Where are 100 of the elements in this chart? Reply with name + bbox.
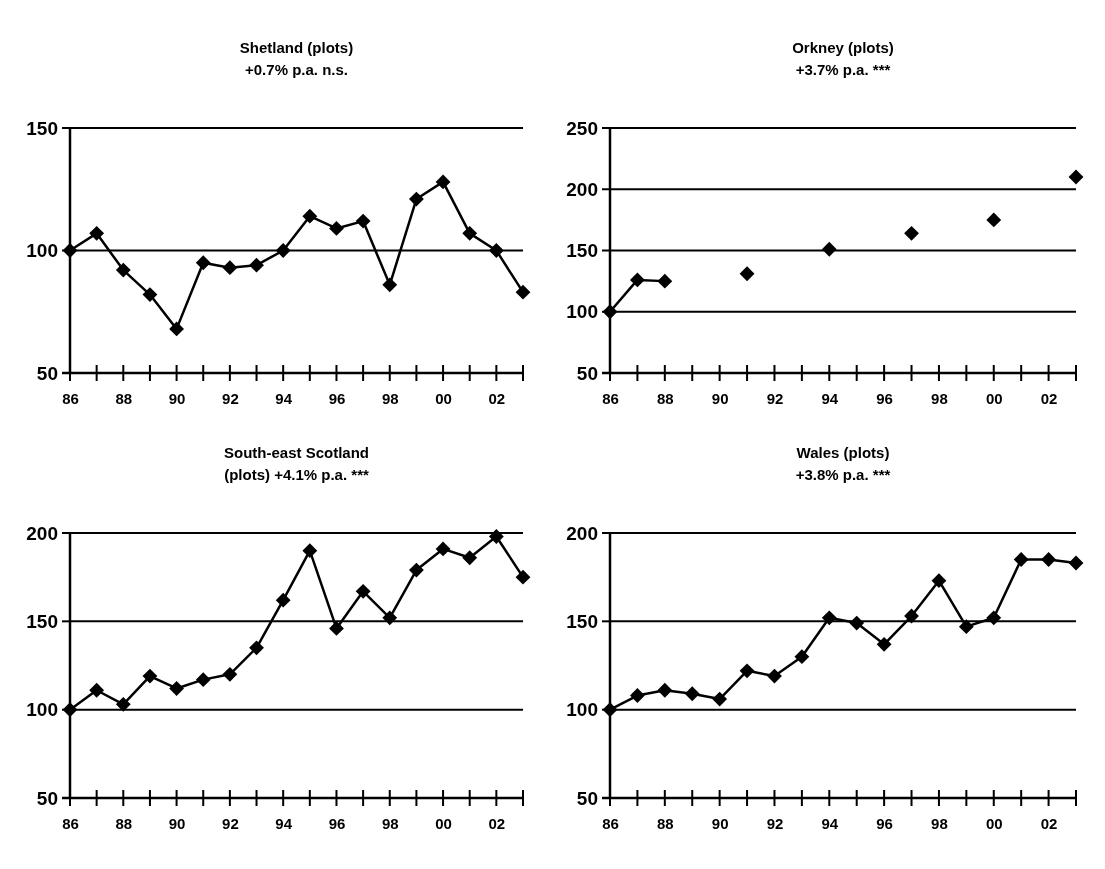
point: [488, 529, 504, 544]
point: [821, 241, 837, 257]
point: [1041, 552, 1056, 567]
x-tick-label: 90: [711, 814, 729, 832]
point: [657, 273, 673, 289]
y-tick-label: 50: [576, 787, 598, 809]
point: [712, 691, 728, 707]
x-tick-label: 98: [931, 389, 948, 407]
point: [657, 682, 673, 698]
x-tick-label: 98: [381, 814, 399, 832]
y-tick-label: 150: [26, 610, 58, 632]
point: [515, 284, 531, 300]
y-tick-label: 50: [36, 787, 58, 809]
y-tick-label: 200: [26, 522, 58, 544]
point: [249, 257, 264, 273]
point: [115, 696, 131, 712]
x-tick-label: 02: [1040, 389, 1058, 407]
point: [169, 321, 184, 337]
y-tick-label: 100: [26, 240, 58, 262]
point: [794, 649, 810, 665]
chart-subtitle: +3.7% p.a. ***: [795, 61, 891, 78]
point: [115, 262, 131, 278]
x-tick-label: 00: [435, 389, 452, 407]
x-tick-label: 92: [766, 389, 784, 407]
point: [382, 610, 398, 626]
y-tick-label: 100: [26, 699, 58, 721]
point: [767, 668, 782, 684]
point: [1068, 555, 1084, 571]
point: [435, 174, 451, 190]
x-tick-label: 00: [985, 389, 1003, 407]
point: [195, 255, 211, 271]
point: [222, 666, 238, 682]
x-tick-label: 86: [602, 389, 619, 407]
point: [89, 225, 105, 241]
x-tick-label: 98: [931, 814, 948, 832]
x-tick-label: 96: [876, 389, 893, 407]
y-tick-label: 150: [26, 117, 58, 139]
point: [435, 541, 451, 557]
point: [739, 663, 755, 679]
y-tick-label: 150: [566, 610, 598, 632]
point: [409, 191, 424, 207]
point: [630, 272, 645, 288]
x-tick-label: 94: [275, 389, 293, 407]
point: [169, 681, 184, 696]
x-tick-label: 88: [115, 814, 133, 832]
point: [904, 225, 919, 241]
chart-subtitle: (plots) +4.1% p.a. ***: [224, 466, 369, 483]
x-tick-label: 90: [711, 389, 729, 407]
point: [222, 260, 238, 276]
chart-title: South-east Scotland: [223, 444, 370, 461]
point: [382, 277, 398, 293]
x-tick-label: 88: [656, 814, 674, 832]
y-tick-label: 50: [576, 362, 598, 384]
x-tick-label: 96: [328, 389, 346, 407]
x-tick-label: 90: [168, 814, 186, 832]
x-tick-label: 92: [766, 814, 784, 832]
x-tick-label: 92: [222, 389, 239, 407]
point: [739, 266, 755, 282]
point: [462, 550, 478, 566]
point: [142, 287, 158, 303]
point: [302, 208, 318, 224]
point: [684, 686, 700, 702]
y-tick-label: 200: [566, 522, 598, 544]
x-tick-label: 86: [62, 389, 79, 407]
point: [876, 636, 892, 652]
point: [462, 225, 478, 241]
chart-subtitle: +3.8% p.a. ***: [795, 466, 891, 483]
chart-title: Shetland (plots): [239, 39, 354, 56]
chart-title: Orkney (plots): [792, 39, 894, 56]
x-tick-label: 86: [602, 814, 619, 832]
x-tick-label: 92: [222, 814, 239, 832]
point: [931, 573, 947, 589]
x-tick-label: 96: [876, 814, 893, 832]
point: [986, 610, 1002, 626]
x-tick-label: 00: [985, 814, 1003, 832]
point: [302, 543, 318, 559]
point: [355, 213, 371, 229]
x-tick-label: 94: [821, 389, 839, 407]
point: [275, 243, 291, 258]
point: [630, 688, 645, 703]
x-tick-label: 94: [821, 814, 839, 832]
y-tick-label: 100: [566, 301, 598, 323]
point: [329, 221, 344, 236]
x-tick-label: 98: [381, 389, 399, 407]
x-tick-label: 90: [168, 389, 186, 407]
x-tick-label: 86: [62, 814, 79, 832]
point: [195, 672, 211, 688]
point: [1013, 552, 1029, 567]
y-tick-label: 200: [566, 178, 598, 200]
point: [89, 682, 105, 698]
x-tick-label: 02: [488, 389, 506, 407]
point: [1068, 169, 1084, 185]
chart-title: Wales (plots): [796, 444, 890, 461]
point: [275, 592, 291, 608]
y-tick-label: 150: [566, 240, 598, 262]
point: [958, 619, 974, 635]
y-tick-label: 50: [36, 362, 58, 384]
point: [409, 562, 424, 578]
point: [515, 569, 531, 585]
x-tick-label: 02: [1040, 814, 1058, 832]
